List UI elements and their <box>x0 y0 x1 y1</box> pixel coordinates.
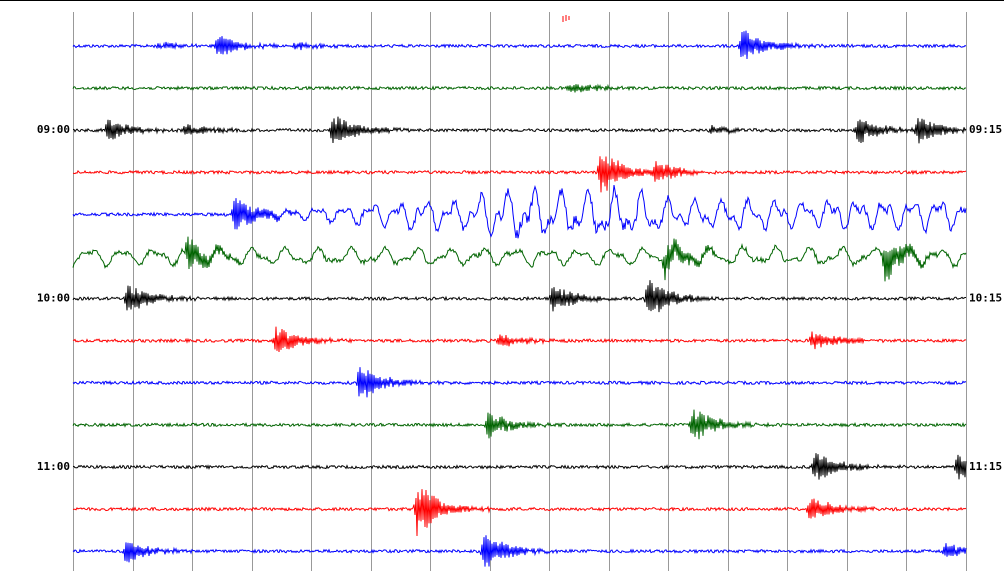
trace <box>72 280 966 313</box>
time-label-right: 10:15 <box>969 292 1002 305</box>
trace <box>72 83 967 93</box>
trace <box>72 30 967 60</box>
trace <box>72 489 967 537</box>
marker <box>562 15 570 22</box>
trace <box>72 236 967 282</box>
trace <box>72 535 967 567</box>
trace <box>72 116 967 144</box>
traces <box>72 30 967 567</box>
trace <box>72 453 967 480</box>
time-label-left: 10:00 <box>37 292 70 305</box>
trace <box>72 409 967 440</box>
time-label-left: 09:00 <box>37 123 70 136</box>
time-label-right: 11:15 <box>969 460 1002 473</box>
trace <box>72 156 967 193</box>
trace <box>72 326 967 353</box>
trace <box>72 367 967 398</box>
time-label-right: 09:15 <box>969 123 1002 136</box>
time-label-left: 11:00 <box>37 460 70 473</box>
labels: 09:00 09:15 10:00 10:15 11:00 11:15 <box>37 123 1002 473</box>
grid <box>73 12 967 571</box>
trace <box>72 185 967 239</box>
